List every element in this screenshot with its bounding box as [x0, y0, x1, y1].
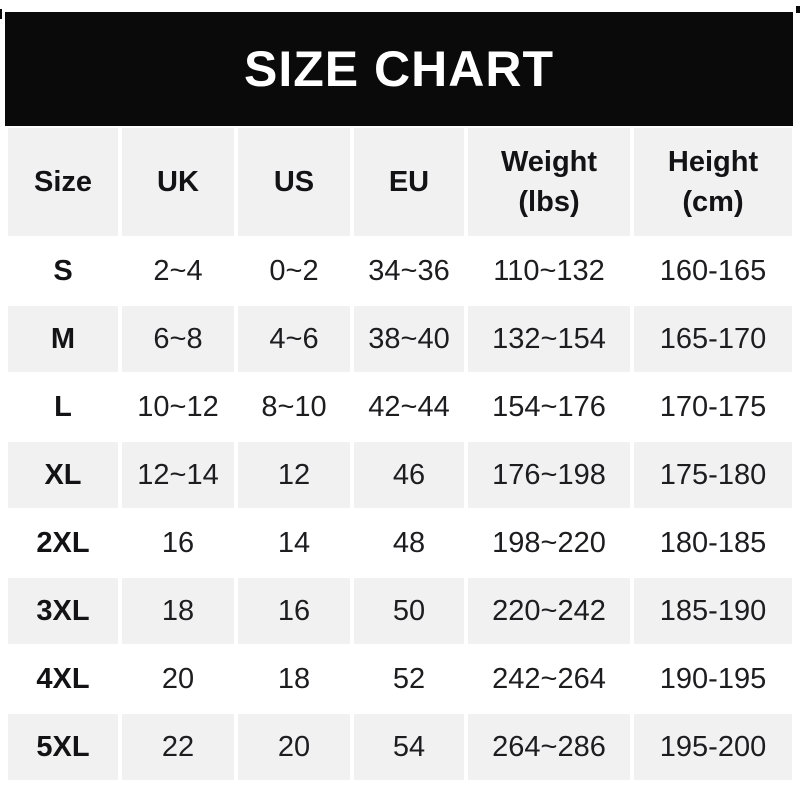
cell-weight: 220~242: [468, 578, 630, 644]
cell-weight: 242~264: [468, 646, 630, 712]
cell-height: 175-180: [634, 442, 792, 508]
cell-us: 12: [238, 442, 350, 508]
cell-eu: 50: [354, 578, 464, 644]
cell-eu: 52: [354, 646, 464, 712]
cell-weight: 154~176: [468, 374, 630, 440]
table-row: 2XL 16 14 48 198~220 180-185: [8, 510, 792, 576]
cell-size: M: [8, 306, 118, 372]
cell-size: 3XL: [8, 578, 118, 644]
cell-eu: 42~44: [354, 374, 464, 440]
cell-eu: 34~36: [354, 238, 464, 304]
table-row: L 10~12 8~10 42~44 154~176 170-175: [8, 374, 792, 440]
column-header-weight: Weight (lbs): [468, 128, 630, 236]
cell-us: 0~2: [238, 238, 350, 304]
cell-size: XL: [8, 442, 118, 508]
cell-size: 5XL: [8, 714, 118, 780]
column-header-size: Size: [8, 128, 118, 236]
cell-us: 20: [238, 714, 350, 780]
cell-uk: 6~8: [122, 306, 234, 372]
cell-us: 8~10: [238, 374, 350, 440]
cell-size: 2XL: [8, 510, 118, 576]
cell-eu: 54: [354, 714, 464, 780]
cell-uk: 10~12: [122, 374, 234, 440]
cell-uk: 2~4: [122, 238, 234, 304]
title-banner: SIZE CHART: [5, 12, 793, 126]
table-row: S 2~4 0~2 34~36 110~132 160-165: [8, 238, 792, 304]
cell-uk: 20: [122, 646, 234, 712]
column-header-us: US: [238, 128, 350, 236]
cell-height: 180-185: [634, 510, 792, 576]
cell-uk: 22: [122, 714, 234, 780]
cell-us: 14: [238, 510, 350, 576]
cell-uk: 18: [122, 578, 234, 644]
cell-us: 4~6: [238, 306, 350, 372]
cell-size: S: [8, 238, 118, 304]
cell-height: 165-170: [634, 306, 792, 372]
table-body: S 2~4 0~2 34~36 110~132 160-165 M 6~8 4~6 38~40 13…: [8, 238, 792, 780]
cell-eu: 48: [354, 510, 464, 576]
header-row: Size UK US EU Weight (lbs) Height (cm): [8, 128, 792, 236]
table-row: 5XL 22 20 54 264~286 195-200: [8, 714, 792, 780]
table-row: XL 12~14 12 46 176~198 175-180: [8, 442, 792, 508]
cell-size: 4XL: [8, 646, 118, 712]
cell-eu: 46: [354, 442, 464, 508]
cell-height: 185-190: [634, 578, 792, 644]
corner-mark-right: [796, 6, 800, 13]
cell-weight: 264~286: [468, 714, 630, 780]
cell-weight: 110~132: [468, 238, 630, 304]
cell-height: 160-165: [634, 238, 792, 304]
size-table: Size UK US EU Weight (lbs) Height (cm) S…: [4, 126, 796, 782]
table-row: 3XL 18 16 50 220~242 185-190: [8, 578, 792, 644]
cell-size: L: [8, 374, 118, 440]
corner-mark-left: [0, 9, 2, 19]
column-header-eu: EU: [354, 128, 464, 236]
column-header-uk: UK: [122, 128, 234, 236]
cell-uk: 12~14: [122, 442, 234, 508]
table-row: M 6~8 4~6 38~40 132~154 165-170: [8, 306, 792, 372]
cell-weight: 132~154: [468, 306, 630, 372]
cell-us: 18: [238, 646, 350, 712]
table-row: 4XL 20 18 52 242~264 190-195: [8, 646, 792, 712]
page-title: SIZE CHART: [244, 41, 554, 97]
column-header-height: Height (cm): [634, 128, 792, 236]
cell-height: 170-175: [634, 374, 792, 440]
cell-height: 195-200: [634, 714, 792, 780]
cell-height: 190-195: [634, 646, 792, 712]
cell-eu: 38~40: [354, 306, 464, 372]
cell-weight: 176~198: [468, 442, 630, 508]
cell-weight: 198~220: [468, 510, 630, 576]
cell-us: 16: [238, 578, 350, 644]
cell-uk: 16: [122, 510, 234, 576]
